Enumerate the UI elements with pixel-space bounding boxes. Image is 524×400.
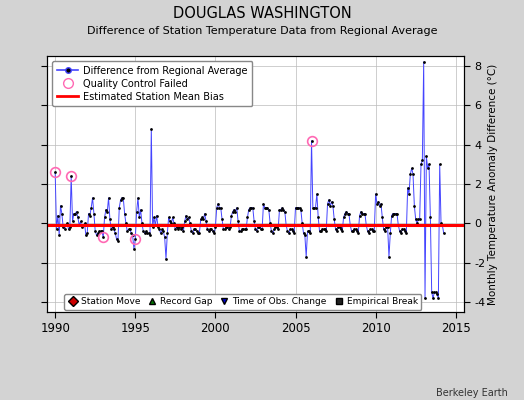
Text: DOUGLAS WASHINGTON: DOUGLAS WASHINGTON — [172, 6, 352, 21]
Text: Berkeley Earth: Berkeley Earth — [436, 388, 508, 398]
Text: Difference of Station Temperature Data from Regional Average: Difference of Station Temperature Data f… — [87, 26, 437, 36]
Y-axis label: Monthly Temperature Anomaly Difference (°C): Monthly Temperature Anomaly Difference (… — [488, 63, 498, 305]
Legend: Station Move, Record Gap, Time of Obs. Change, Empirical Break: Station Move, Record Gap, Time of Obs. C… — [64, 294, 421, 310]
